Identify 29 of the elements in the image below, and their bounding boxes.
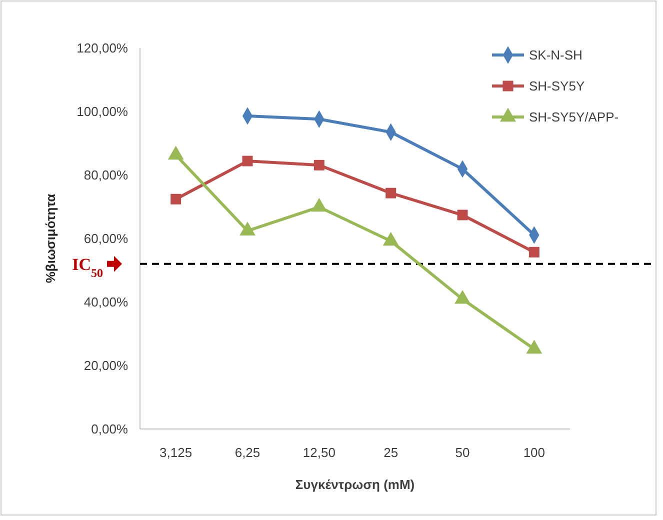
point	[240, 222, 256, 236]
y-tick-label: 0,00%	[91, 422, 128, 437]
y-tick-label: 60,00%	[84, 231, 128, 246]
x-tick-label: 12,50	[302, 445, 336, 460]
x-tick-label: 3,125	[160, 445, 192, 460]
legend-label: SH-SY5Y/APP-	[529, 110, 619, 125]
y-tick-label: 100,00%	[76, 104, 128, 120]
legend-label: SH-SY5Y	[529, 78, 585, 94]
y-axis-title: %βιωσιμότητα	[43, 194, 58, 284]
point	[242, 156, 253, 166]
y-tick-label: 40,00%	[84, 294, 128, 310]
x-tick-label: 25	[384, 445, 398, 460]
point	[454, 290, 470, 304]
y-tick-label: 120,00%	[76, 40, 128, 56]
x-tick-label: 50	[455, 445, 470, 460]
x-tick-label: 6,25	[234, 445, 260, 460]
point	[382, 232, 399, 246]
point	[314, 160, 324, 170]
ref-line-label: IC$_{50}$	[72, 254, 103, 280]
y-tick-label: 20,00%	[84, 358, 128, 374]
legend-label: SK-N-SH	[529, 48, 582, 63]
point	[526, 340, 542, 354]
point	[528, 246, 540, 258]
x-axis-title: Συγκέντρωση (mM)	[295, 477, 415, 492]
x-tick-label: 100	[523, 445, 546, 460]
point	[457, 210, 468, 220]
point	[386, 188, 396, 198]
point	[170, 194, 182, 204]
y-tick-label: 80,00%	[84, 168, 128, 183]
